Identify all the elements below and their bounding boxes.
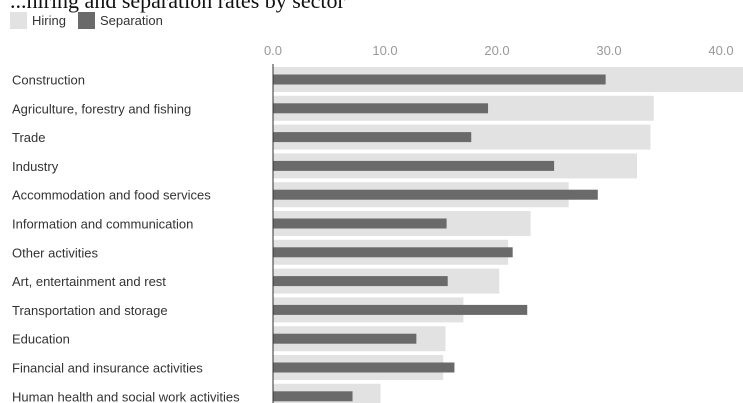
separation-bar-other-activities bbox=[273, 247, 513, 258]
separation-bar-industry bbox=[273, 160, 555, 171]
separation-bar-agriculture-forestry-and-fishing bbox=[273, 103, 489, 114]
category-label-trade: Trade bbox=[12, 130, 45, 145]
x-tick-label: 10.0 bbox=[372, 43, 397, 58]
category-label-education: Education bbox=[12, 332, 70, 347]
category-label-information-and-communication: Information and communication bbox=[12, 217, 193, 232]
separation-bar-human-health-and-social-work-activities bbox=[273, 391, 353, 402]
separation-bar-trade bbox=[273, 132, 472, 143]
legend-item-hiring: Hiring bbox=[10, 11, 66, 29]
separation-bar-transportation-and-storage bbox=[273, 304, 528, 315]
hiring-swatch bbox=[10, 11, 27, 29]
separation-swatch bbox=[77, 11, 95, 29]
category-label-transportation-and-storage: Transportation and storage bbox=[12, 303, 168, 318]
legend-item-separation: Separation bbox=[77, 11, 163, 29]
category-label-agriculture-forestry-and-fishing: Agriculture, forestry and fishing bbox=[12, 101, 191, 116]
x-tick-label: 30.0 bbox=[596, 43, 621, 58]
separation-bar-accommodation-and-food-services bbox=[273, 189, 598, 200]
category-label-accommodation-and-food-services: Accommodation and food services bbox=[12, 188, 211, 203]
category-label-human-health-and-social-work-activities: Human health and social work activities bbox=[12, 389, 240, 403]
category-label-other-activities: Other activities bbox=[12, 245, 98, 260]
category-label-art-entertainment-and-rest: Art, entertainment and rest bbox=[12, 274, 166, 289]
legend-label-separation: Separation bbox=[99, 12, 163, 28]
category-label-industry: Industry bbox=[12, 159, 59, 174]
separation-bar-education bbox=[273, 333, 417, 344]
category-label-financial-and-insurance-activities: Financial and insurance activities bbox=[12, 361, 203, 376]
x-tick-label: 0.0 bbox=[264, 43, 282, 58]
x-tick-label: 20.0 bbox=[484, 43, 509, 58]
separation-bar-financial-and-insurance-activities bbox=[273, 362, 455, 373]
separation-bar-information-and-communication bbox=[273, 218, 447, 229]
chart-title-fragment: ...hiring and separation rates by sector bbox=[10, 0, 345, 13]
separation-bar-art-entertainment-and-rest bbox=[273, 276, 448, 287]
legend: Hiring Separation bbox=[10, 11, 175, 29]
x-tick-label: 40.0 bbox=[708, 43, 733, 58]
legend-label-hiring: Hiring bbox=[32, 12, 66, 28]
separation-bar-construction bbox=[273, 74, 606, 85]
category-label-construction: Construction bbox=[12, 73, 85, 88]
